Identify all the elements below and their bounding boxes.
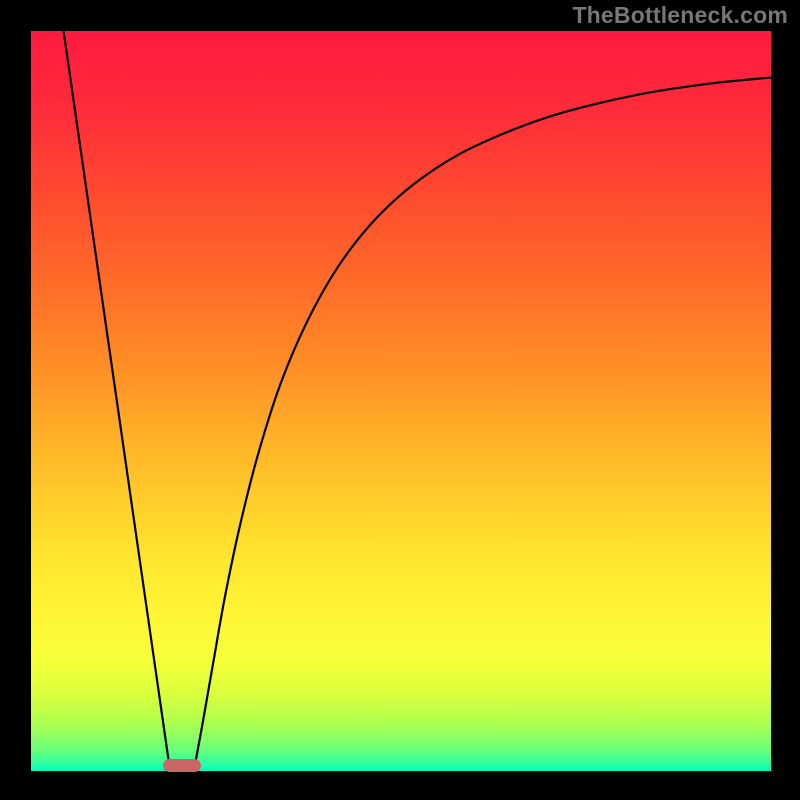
curve-right-leg bbox=[194, 78, 771, 771]
chart-container: TheBottleneck.com bbox=[0, 0, 800, 800]
curve-layer bbox=[31, 31, 771, 771]
curve-left-leg bbox=[64, 31, 171, 771]
watermark-text: TheBottleneck.com bbox=[572, 2, 788, 29]
plot-area bbox=[31, 31, 771, 771]
optimum-marker bbox=[163, 759, 201, 772]
